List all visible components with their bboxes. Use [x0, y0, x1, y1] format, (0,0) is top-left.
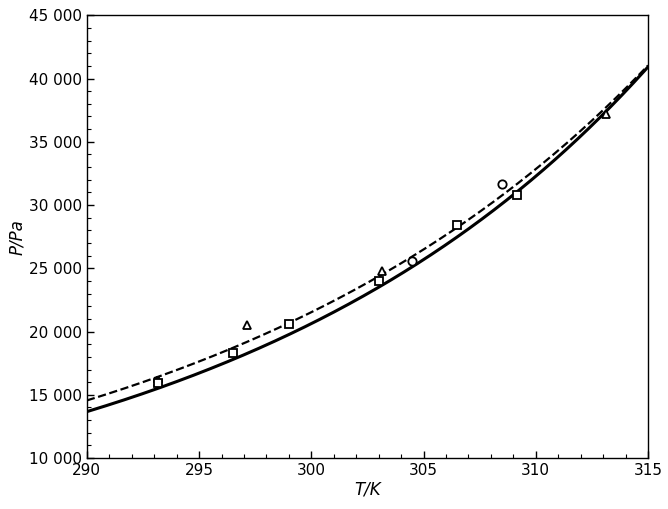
- Y-axis label: P/Pa: P/Pa: [8, 219, 26, 254]
- X-axis label: T/K: T/K: [354, 480, 381, 499]
